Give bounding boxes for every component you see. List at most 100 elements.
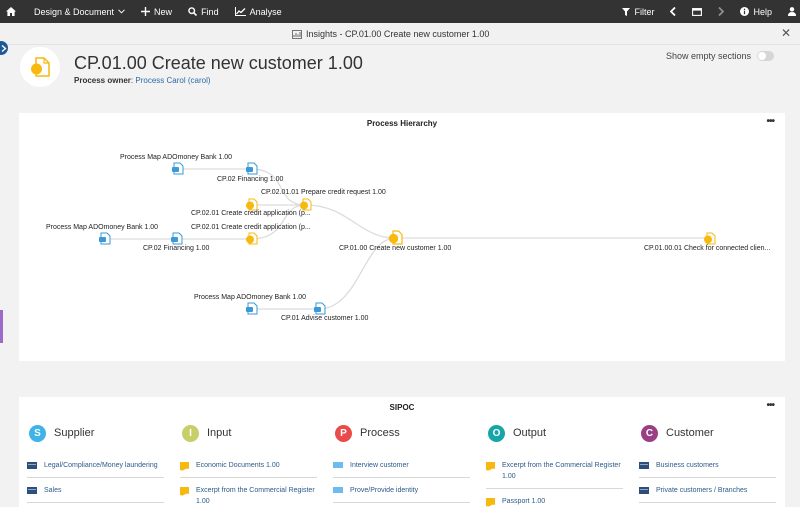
list-item-label: Excerpt from the Commercial Register 1.0… bbox=[196, 487, 315, 505]
list-item-label: Interview customer bbox=[350, 462, 409, 469]
chevron-right-icon bbox=[1, 44, 7, 52]
document-icon bbox=[486, 498, 495, 507]
show-empty-sections: Show empty sections bbox=[666, 51, 774, 61]
process-node-current[interactable] bbox=[388, 230, 403, 245]
filter-label: Filter bbox=[634, 6, 655, 17]
process-icon-badge bbox=[20, 47, 60, 87]
process-map-node[interactable] bbox=[245, 162, 258, 175]
process-node[interactable] bbox=[299, 198, 312, 211]
list-item[interactable]: Business customers bbox=[639, 457, 776, 478]
node-label[interactable]: CP.01 Advise customer 1.00 bbox=[281, 315, 369, 322]
window-title-bar: Insights - CP.01.00 Create new customer … bbox=[0, 23, 800, 45]
process-badge: P bbox=[335, 424, 352, 442]
filter-icon bbox=[622, 7, 631, 16]
document-icon bbox=[486, 462, 495, 471]
sipoc-column-supplier: S Supplier Legal/Compliance/Money launde… bbox=[27, 423, 164, 507]
process-hierarchy-title: Process Hierarchy bbox=[366, 119, 438, 128]
more-options-button[interactable]: ••• bbox=[766, 400, 774, 411]
sidebar-toggle-button[interactable] bbox=[0, 41, 8, 55]
process-map-node[interactable] bbox=[313, 302, 326, 315]
output-badge: O bbox=[488, 424, 505, 442]
list-item[interactable]: Private customers / Branches bbox=[639, 482, 776, 503]
sipoc-column-process: P Process Interview customer Prove/Provi… bbox=[333, 423, 470, 507]
node-label[interactable]: CP.01.00 Create new customer 1.00 bbox=[339, 245, 452, 252]
process-document-icon bbox=[31, 57, 50, 77]
node-label[interactable]: Process Map ADOmoney Bank 1.00 bbox=[120, 154, 233, 161]
user-button[interactable] bbox=[780, 0, 800, 23]
org-unit-icon bbox=[27, 487, 37, 494]
node-label[interactable]: CP.02.01.01 Prepare credit request 1.00 bbox=[261, 189, 386, 196]
close-button[interactable]: ✕ bbox=[781, 27, 791, 39]
chevron-left-icon bbox=[670, 7, 677, 16]
show-empty-sections-toggle[interactable] bbox=[757, 51, 774, 61]
task-icon bbox=[333, 487, 343, 493]
sipoc-card: SIPOC ••• S Supplier Legal/Compliance/Mo… bbox=[19, 397, 785, 507]
list-item[interactable]: Sales bbox=[27, 482, 164, 503]
process-owner: Process owner: Process Carol (carol) bbox=[74, 76, 211, 85]
window-title: Insights - CP.01.00 Create new customer … bbox=[292, 29, 489, 39]
show-empty-sections-label: Show empty sections bbox=[665, 51, 751, 61]
supplier-badge: S bbox=[29, 424, 46, 442]
process-map-node[interactable] bbox=[245, 302, 258, 315]
window-button[interactable] bbox=[684, 0, 710, 23]
list-item-label: Excerpt from the Commercial Register 1.0… bbox=[502, 462, 621, 480]
find-button[interactable]: Find bbox=[180, 0, 227, 23]
list-item[interactable]: Excerpt from the Commercial Register 1.0… bbox=[180, 482, 317, 507]
new-button[interactable]: New bbox=[133, 0, 180, 23]
window-title-text: Insights - CP.01.00 Create new customer … bbox=[306, 29, 490, 39]
home-button[interactable] bbox=[0, 0, 26, 23]
node-label[interactable]: CP.02 Financing 1.00 bbox=[217, 176, 284, 183]
more-options-button[interactable]: ••• bbox=[766, 116, 774, 127]
list-item[interactable]: Legal/Compliance/Money laundering bbox=[27, 457, 164, 478]
design-document-menu[interactable]: Design & Document bbox=[26, 0, 133, 23]
find-label: Find bbox=[201, 6, 219, 17]
list-item-label: Sales bbox=[44, 487, 62, 494]
document-icon bbox=[180, 487, 189, 496]
node-label[interactable]: Process Map ADOmoney Bank 1.00 bbox=[46, 224, 159, 231]
close-icon: ✕ bbox=[780, 26, 791, 40]
plus-icon bbox=[141, 7, 151, 16]
forward-button[interactable] bbox=[710, 0, 732, 23]
list-item[interactable]: Prove/Provide identity bbox=[333, 482, 470, 503]
process-node[interactable] bbox=[245, 232, 258, 245]
sidebar-scroll-marker[interactable] bbox=[0, 310, 3, 343]
chevron-down-icon bbox=[118, 9, 125, 14]
owner-separator: : bbox=[130, 76, 136, 85]
node-label[interactable]: CP.01.00.01 Check for connected clien... bbox=[644, 245, 771, 252]
process-owner-link[interactable]: Process Carol (carol) bbox=[135, 76, 211, 85]
node-label[interactable]: CP.02 Financing 1.00 bbox=[143, 245, 210, 252]
org-unit-icon bbox=[639, 487, 649, 494]
node-label[interactable]: CP.02.01 Create credit application (p... bbox=[191, 224, 311, 231]
customer-heading: Customer bbox=[666, 427, 714, 439]
node-label[interactable]: Process Map ADOmoney Bank 1.00 bbox=[194, 294, 307, 301]
analyse-button[interactable]: Analyse bbox=[227, 0, 290, 23]
process-map-node[interactable] bbox=[170, 232, 183, 245]
help-button[interactable]: Help bbox=[732, 0, 780, 23]
process-node[interactable] bbox=[703, 232, 716, 245]
list-item-label: Business customers bbox=[656, 462, 719, 469]
sipoc-column-output: O Output Excerpt from the Commercial Reg… bbox=[486, 423, 623, 507]
list-item[interactable]: Interview customer bbox=[333, 457, 470, 478]
chevron-right-icon bbox=[718, 7, 725, 16]
list-item[interactable]: Excerpt from the Commercial Register 1.0… bbox=[486, 457, 623, 489]
input-heading: Input bbox=[207, 427, 232, 439]
window-icon bbox=[692, 7, 703, 16]
list-item[interactable]: Economic Documents 1.00 bbox=[180, 457, 317, 478]
back-button[interactable] bbox=[662, 0, 684, 23]
search-icon bbox=[188, 7, 198, 16]
process-node[interactable] bbox=[245, 198, 258, 211]
insights-icon bbox=[292, 29, 302, 39]
org-unit-icon bbox=[639, 462, 649, 469]
hierarchy-edges bbox=[104, 168, 709, 310]
design-document-label: Design & Document bbox=[34, 6, 115, 17]
list-item[interactable]: Passport 1.00 bbox=[486, 493, 623, 507]
node-label[interactable]: CP.02.01 Create credit application (p... bbox=[191, 210, 311, 217]
top-nav-bar: Design & Document New Find Analyse Filte… bbox=[0, 0, 800, 23]
org-unit-icon bbox=[27, 462, 37, 469]
user-icon bbox=[788, 7, 796, 16]
list-item-label: Prove/Provide identity bbox=[350, 487, 419, 494]
filter-button[interactable]: Filter bbox=[614, 0, 662, 23]
task-icon bbox=[333, 462, 343, 468]
process-map-node[interactable] bbox=[171, 162, 184, 175]
process-map-node[interactable] bbox=[98, 232, 111, 245]
